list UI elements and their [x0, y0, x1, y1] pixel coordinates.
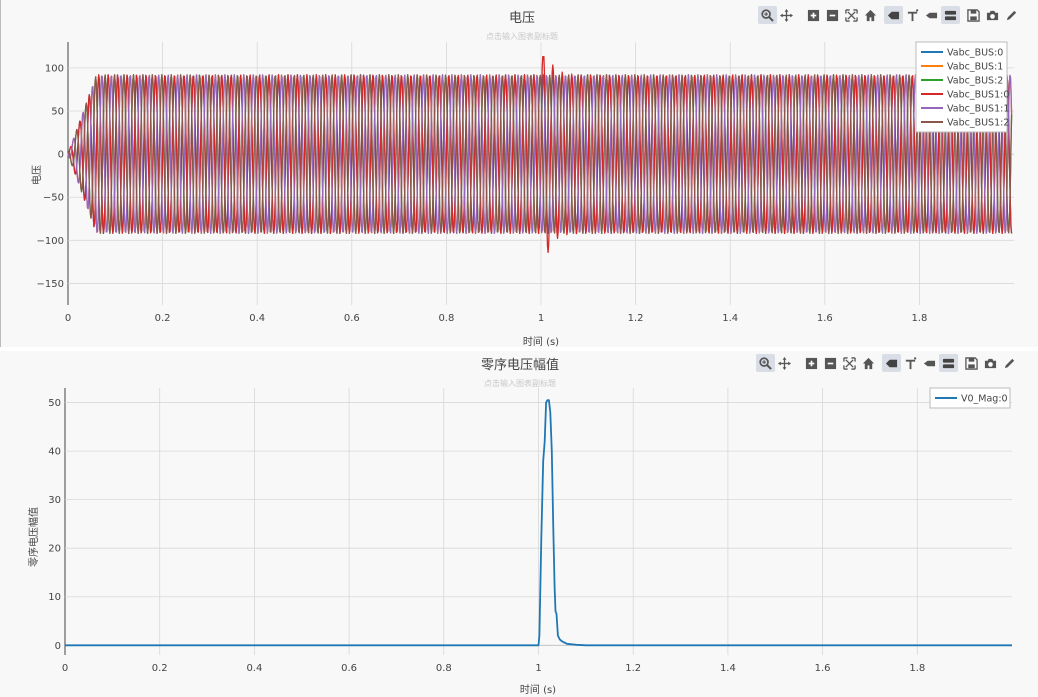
pencil-icon[interactable] [1000, 354, 1019, 372]
legend-item-label[interactable]: Vabc_BUS1:1 [947, 104, 1009, 115]
hover-closest-icon[interactable] [901, 354, 920, 372]
x-tick-label: 1.4 [720, 663, 736, 674]
chart-title: 零序电压幅值 [481, 357, 559, 373]
chart-title: 电压 [509, 11, 535, 26]
legend-item-label[interactable]: Vabc_BUS:1 [947, 62, 1003, 73]
grid [64, 388, 1012, 655]
legend-box [929, 387, 1011, 409]
y-tick-label: −100 [37, 236, 64, 247]
y-tick-label: 10 [48, 592, 61, 603]
ticks: 0 0.2 0.4 0.6 0.8 1 1.2 1.4 1.6 1.8 100 50 0 −50 −100 −… [37, 63, 928, 324]
voltage-chart-panel: 电压 点击输入图表副标题 0 0.2 0.4 0.6 0.8 1 1.2 1.4 1.6 1.8 1… [0, 0, 1038, 349]
x-tick-label: 1.8 [911, 313, 927, 324]
save-icon[interactable] [962, 354, 981, 372]
legend-item-label[interactable]: Vabc_BUS:2 [947, 76, 1003, 87]
x-tick-label: 0 [62, 663, 68, 674]
x-tick-label: 1.2 [625, 663, 641, 674]
camera-icon[interactable] [981, 354, 1000, 372]
save-icon[interactable] [964, 6, 983, 24]
y-tick-label: −150 [37, 279, 64, 290]
spike-lines-icon[interactable] [882, 354, 901, 372]
chart-subtitle[interactable]: 点击输入图表副标题 [484, 378, 556, 388]
toggle-legend-icon[interactable] [941, 6, 960, 24]
home-icon[interactable] [859, 354, 878, 372]
zoom-in-icon[interactable] [802, 354, 821, 372]
y-tick-label: 100 [45, 63, 64, 74]
y-tick-label: −50 [43, 193, 64, 204]
series-line [65, 399, 1012, 647]
y-tick-label: 0 [58, 150, 64, 161]
x-tick-label: 1.4 [722, 313, 738, 324]
y-tick-label: 0 [55, 641, 61, 652]
series-line [67, 74, 1013, 235]
x-tick-label: 1.6 [817, 313, 833, 324]
zero-seq-chart[interactable]: 零序电压幅值 点击输入图表副标题 0 0.2 0.4 0.6 0.8 1 1.2 1.4 1.6… [0, 352, 1038, 697]
zoom-in-icon[interactable] [804, 6, 823, 24]
pan-icon[interactable] [777, 6, 796, 24]
x-tick-label: 1 [538, 313, 544, 324]
pan-icon[interactable] [775, 354, 794, 372]
chart-subtitle[interactable]: 点击输入图表副标题 [486, 31, 558, 41]
y-tick-label: 50 [48, 398, 61, 409]
x-tick-label: 0.4 [249, 313, 265, 324]
legend-item-label[interactable]: Vabc_BUS1:2 [947, 118, 1009, 129]
y-axis-label: 零序电压幅值 [27, 507, 40, 567]
legend-item-label[interactable]: Vabc_BUS1:0 [947, 90, 1009, 101]
zoom-out-icon[interactable] [823, 6, 842, 24]
x-tick-label: 1.8 [909, 663, 925, 674]
zoom-icon[interactable] [758, 6, 777, 24]
x-tick-label: 0.4 [246, 663, 262, 674]
voltage-modebar [758, 6, 1021, 24]
autoscale-icon[interactable] [840, 354, 859, 372]
zoom-icon[interactable] [756, 354, 775, 372]
x-tick-label: 0.2 [155, 313, 171, 324]
x-tick-label: 0 [65, 313, 71, 324]
x-tick-label: 0.8 [438, 313, 454, 324]
x-tick-label: 1.2 [628, 313, 644, 324]
x-axis-label: 时间 (s) [523, 335, 559, 348]
traces [65, 399, 1012, 647]
traces [67, 56, 1013, 254]
y-tick-label: 20 [48, 544, 61, 555]
x-tick-label: 0.8 [436, 663, 452, 674]
toggle-legend-icon[interactable] [939, 354, 958, 372]
voltage-chart[interactable]: 电压 点击输入图表副标题 0 0.2 0.4 0.6 0.8 1 1.2 1.4 1.6 1.8 1… [1, 0, 1038, 349]
x-axis-label: 时间 (s) [520, 683, 556, 696]
home-icon[interactable] [861, 6, 880, 24]
zero-seq-modebar [756, 354, 1019, 372]
legend[interactable]: Vabc_BUS:0 Vabc_BUS:1 Vabc_BUS:2 Vabc_BUS1:… [915, 41, 1009, 133]
autoscale-icon[interactable] [842, 6, 861, 24]
hover-closest-icon[interactable] [903, 6, 922, 24]
spike-lines-icon[interactable] [884, 6, 903, 24]
legend-box [915, 41, 1008, 133]
camera-icon[interactable] [983, 6, 1002, 24]
zero-seq-chart-panel: 零序电压幅值 点击输入图表副标题 0 0.2 0.4 0.6 0.8 1 1.2 1.4 1.6… [0, 352, 1038, 697]
x-tick-label: 0.6 [344, 313, 360, 324]
legend-item-label[interactable]: Vabc_BUS:0 [947, 48, 1003, 59]
y-axis-label: 电压 [30, 165, 43, 185]
hover-compare-icon[interactable] [922, 6, 941, 24]
hover-compare-icon[interactable] [920, 354, 939, 372]
x-tick-label: 1.6 [815, 663, 831, 674]
y-tick-label: 30 [48, 495, 61, 506]
series-line [67, 74, 1013, 235]
legend-item-label[interactable]: V0_Mag:0 [961, 394, 1008, 405]
pencil-icon[interactable] [1002, 6, 1021, 24]
panel-separator [0, 347, 1038, 351]
x-tick-label: 0.2 [152, 663, 168, 674]
y-tick-label: 40 [48, 447, 61, 458]
x-tick-label: 0.6 [341, 663, 357, 674]
series-line [67, 56, 1013, 254]
zoom-out-icon[interactable] [821, 354, 840, 372]
ticks: 0 0.2 0.4 0.6 0.8 1 1.2 1.4 1.6 1.8 50 40 30 20 10 0 [48, 398, 925, 674]
legend[interactable]: V0_Mag:0 [929, 387, 1011, 409]
y-tick-label: 50 [51, 106, 64, 117]
x-tick-label: 1 [535, 663, 541, 674]
